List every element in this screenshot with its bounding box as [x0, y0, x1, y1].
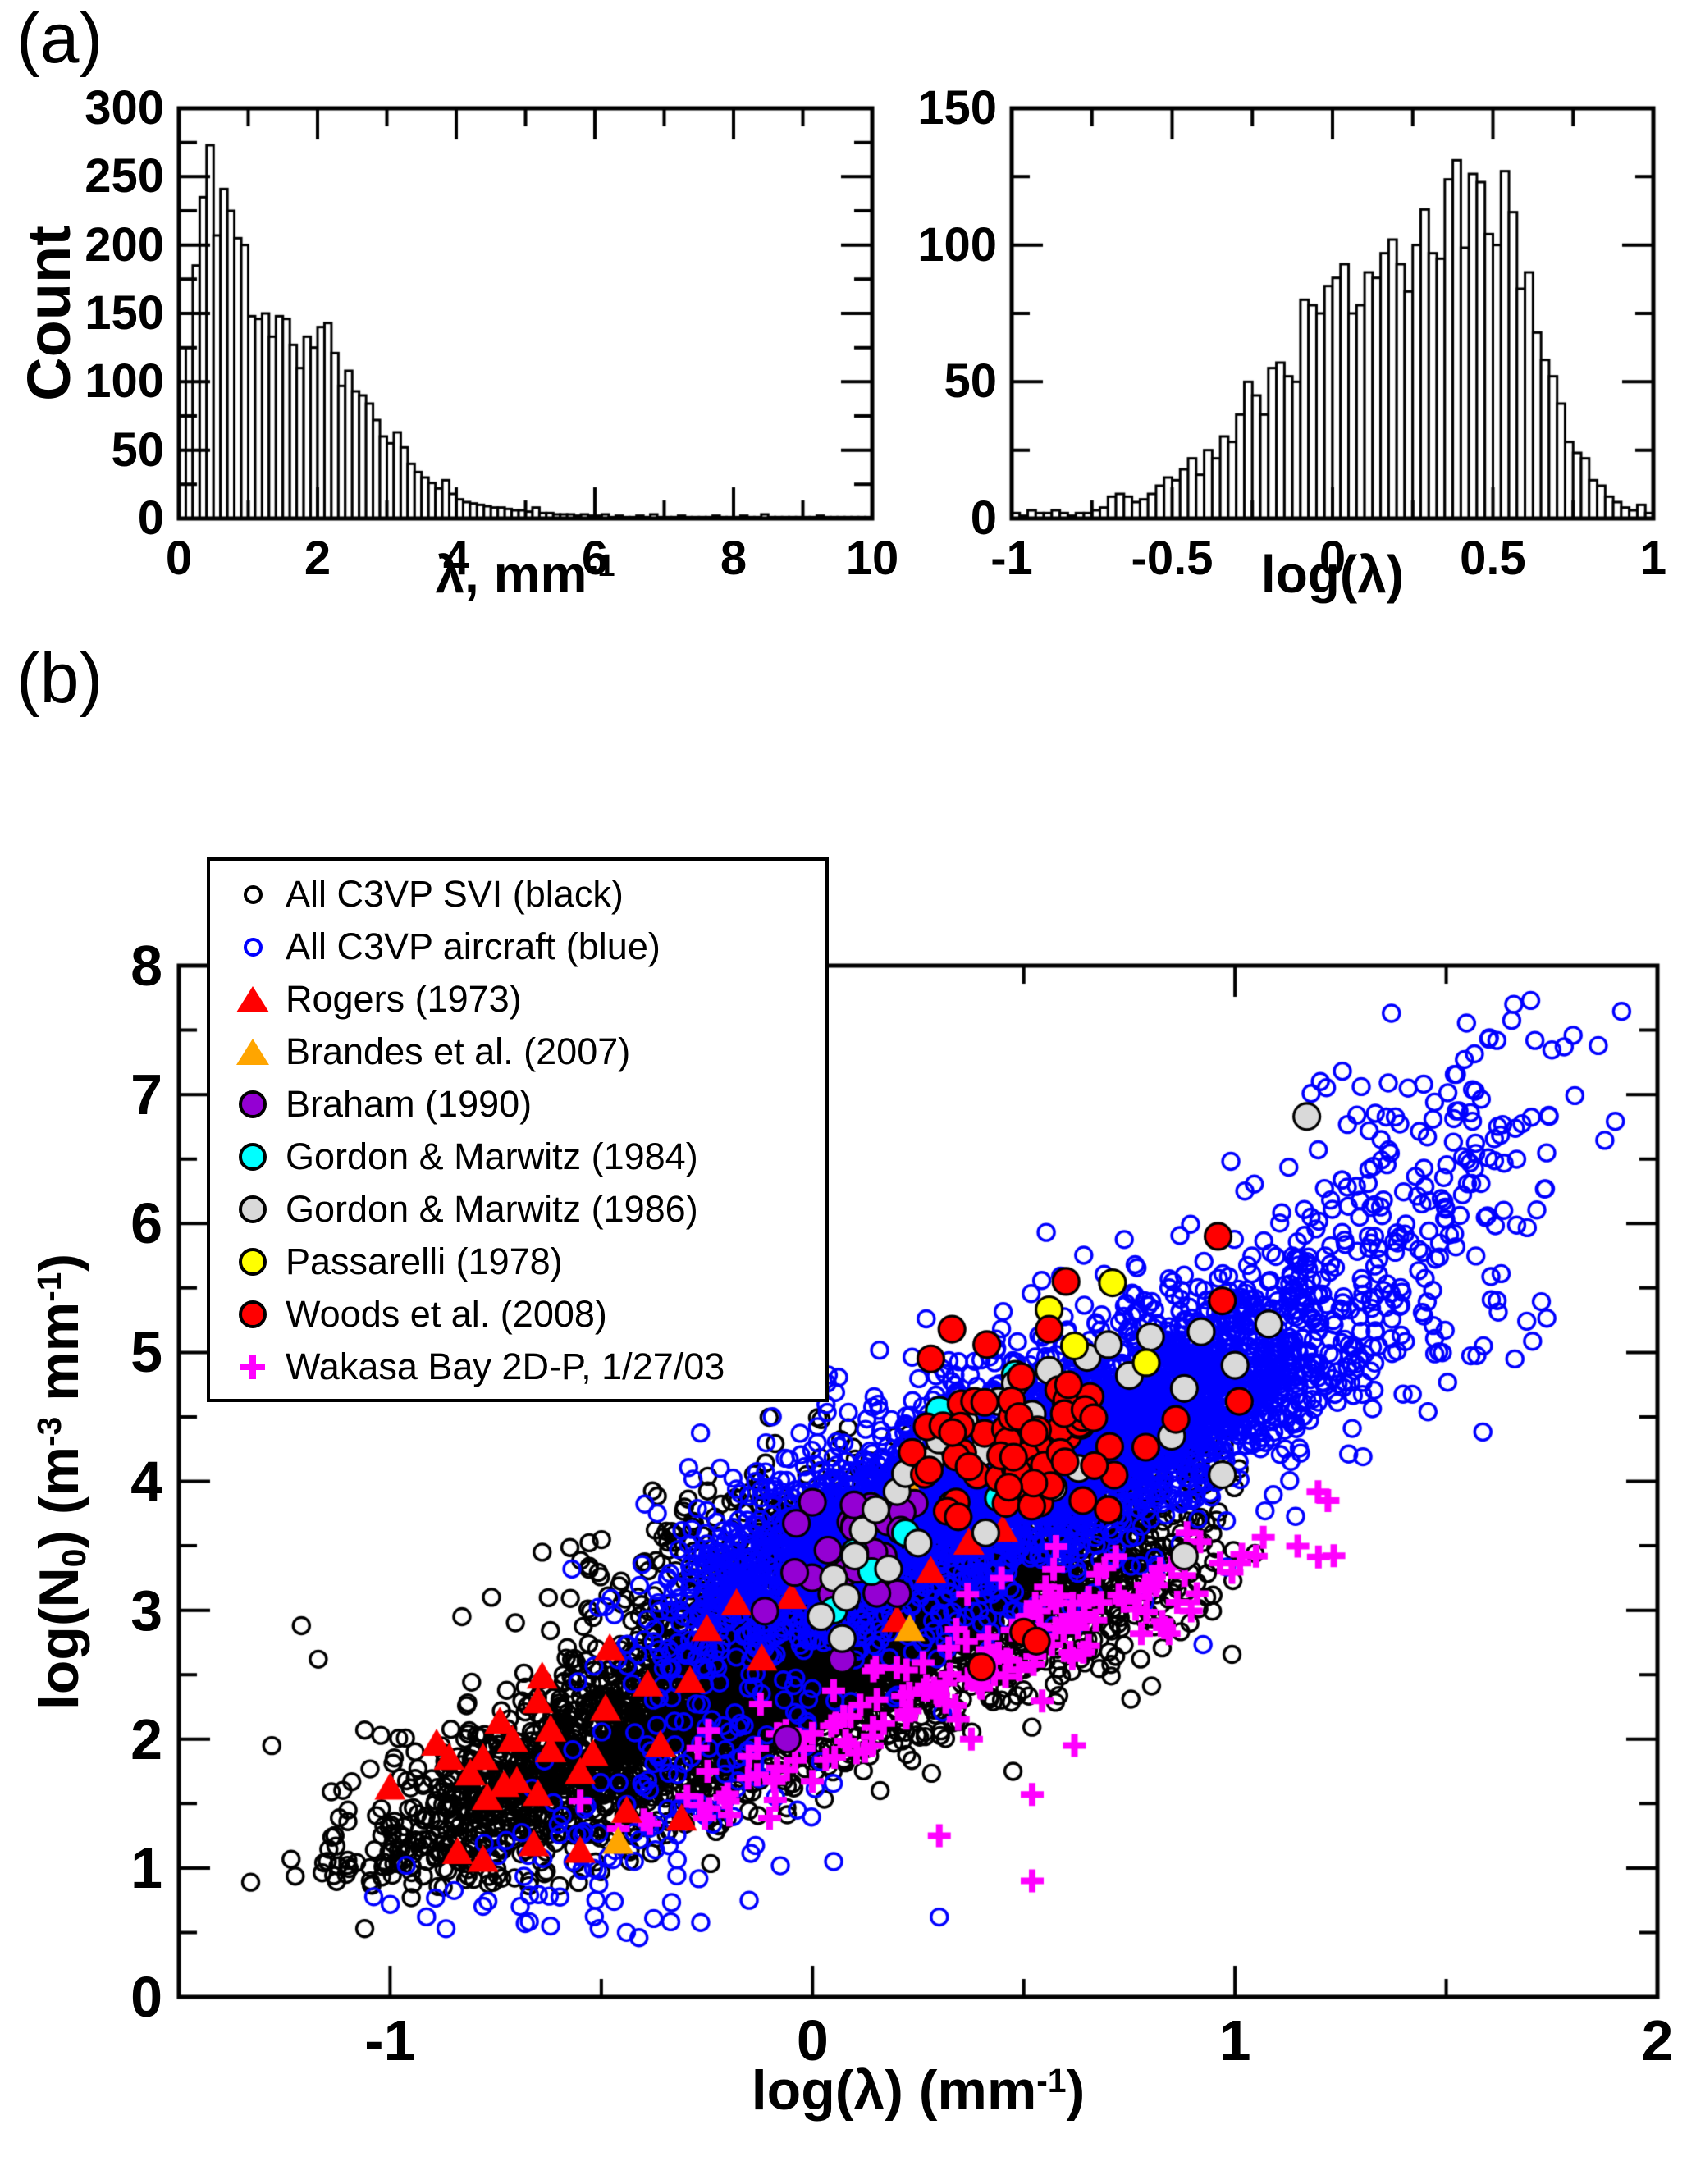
panel-b-label: (b) — [16, 639, 103, 718]
hist-lambda-y-tick-label: 100 — [85, 354, 164, 409]
hist-log-lambda-x-tick-label: 0 — [1319, 532, 1346, 585]
legend-item-woods-et-al-2008: Woods et al. (2008) — [210, 1288, 825, 1341]
hist-lambda-y-tick-label: 50 — [111, 423, 164, 477]
legend-item-label: Wakasa Bay 2D-P, 1/27/03 — [286, 1346, 725, 1387]
count-axis-label: Count — [15, 226, 83, 401]
scatter-y-tick-label: 0 — [130, 1965, 162, 2029]
scatter-y-tick-label: 2 — [130, 1707, 162, 1771]
scatter-x-tick-label: 1 — [1218, 2008, 1251, 2072]
hist-log-lambda-y-tick-label: 150 — [917, 81, 997, 135]
scatter-y-tick-label: 4 — [130, 1449, 162, 1514]
hist-lambda-y-tick-label: 150 — [85, 286, 164, 340]
legend-item-all-c3vp-aircraft-blue: All C3VP aircraft (blue) — [210, 921, 825, 973]
legend-item-label: Braham (1990) — [286, 1083, 533, 1125]
legend-item-gordon-marwitz-1984: Gordon & Marwitz (1984) — [210, 1131, 825, 1183]
scatter-y-axis-label: log(N0) (m-3 mm-1) — [28, 1253, 93, 1711]
filled-circle-icon — [231, 1143, 274, 1171]
scatter-x-tick-label: 2 — [1641, 2008, 1674, 2072]
open-circle-icon — [231, 937, 274, 957]
legend-item-label: Passarelli (1978) — [286, 1240, 563, 1282]
filled-circle-icon — [231, 1090, 274, 1118]
legend-item-label: Rogers (1973) — [286, 978, 522, 1020]
hist-lambda-y-tick-label: 250 — [85, 149, 164, 203]
hist-lambda-x-tick-label: 10 — [845, 532, 899, 585]
legend-item-braham-1990: Braham (1990) — [210, 1078, 825, 1131]
hist-lambda-x-tick-label: 2 — [304, 532, 331, 585]
filled-circle-icon — [231, 1248, 274, 1276]
triangle-icon — [231, 986, 274, 1012]
legend-item-passarelli-1978: Passarelli (1978) — [210, 1236, 825, 1288]
sup-text: -1 — [587, 548, 615, 584]
lambda-axis-label: λ, mm-1 — [435, 545, 615, 604]
scatter-y-tick-label: 5 — [130, 1320, 162, 1385]
filled-circle-icon — [231, 1300, 274, 1328]
scatter-y-tick-label: 8 — [130, 934, 162, 998]
hist-log-lambda-x-tick-label: 0.5 — [1460, 532, 1526, 585]
hist-log-lambda-x-tick-label: 1 — [1639, 532, 1667, 585]
legend-item-brandes-et-al-2007: Brandes et al. (2007) — [210, 1026, 825, 1078]
hist-log-lambda-y-tick-label: 50 — [944, 354, 997, 409]
legend-item-label: Gordon & Marwitz (1986) — [286, 1188, 698, 1230]
sup-text: -3 — [30, 1416, 68, 1446]
plus-icon — [231, 1355, 274, 1379]
hist-lambda-x-tick-label: 4 — [442, 532, 470, 585]
panel-a-label: (a) — [16, 0, 103, 78]
legend-item-all-c3vp-svi-black: All C3VP SVI (black) — [210, 868, 825, 921]
hist-log-lambda-y-tick-label: 100 — [917, 217, 997, 272]
open-circle-icon — [231, 884, 274, 904]
legend-item-gordon-marwitz-1986: Gordon & Marwitz (1986) — [210, 1183, 825, 1236]
hist-log-lambda-y-tick-label: 0 — [970, 491, 997, 545]
scatter-y-tick-label: 6 — [130, 1191, 162, 1256]
hist-lambda-x-tick-label: 6 — [581, 532, 609, 585]
hist-lambda-x-tick-label: 0 — [165, 532, 193, 585]
hist-log-lambda-x-tick-label: -1 — [990, 532, 1033, 585]
legend-item-label: All C3VP aircraft (blue) — [286, 925, 661, 967]
sup-text: -1 — [30, 1272, 68, 1302]
scatter-y-tick-label: 7 — [130, 1062, 162, 1127]
filled-circle-icon — [231, 1195, 274, 1223]
sub-text: 0 — [54, 1548, 93, 1568]
scatter-x-tick-label: -1 — [364, 2008, 416, 2072]
legend: All C3VP SVI (black) All C3VP aircraft (b… — [207, 857, 829, 1402]
legend-item-label: Woods et al. (2008) — [286, 1293, 607, 1335]
triangle-icon — [231, 1039, 274, 1065]
legend-item-label: Gordon & Marwitz (1984) — [286, 1135, 698, 1177]
hist-lambda-y-tick-label: 0 — [137, 491, 164, 545]
sup-text: -1 — [1036, 2061, 1067, 2099]
hist-lambda-x-tick-label: 8 — [720, 532, 747, 585]
log-lambda-axis-label: log(λ) — [1260, 545, 1405, 604]
scatter-x-axis-label: log(λ) (mm-1) — [751, 2059, 1086, 2122]
legend-item-label: All C3VP SVI (black) — [286, 873, 624, 915]
scatter-x-tick-label: 0 — [796, 2008, 829, 2072]
scatter-y-tick-label: 3 — [130, 1578, 162, 1643]
hist-log-lambda-x-tick-label: -0.5 — [1131, 532, 1214, 585]
legend-item-rogers-1973: Rogers (1973) — [210, 973, 825, 1026]
scatter-y-tick-label: 1 — [130, 1835, 162, 1900]
legend-item-label: Brandes et al. (2007) — [286, 1030, 631, 1072]
hist-lambda-y-tick-label: 200 — [85, 217, 164, 272]
legend-item-wakasa-bay-2d-p-1-27-03: Wakasa Bay 2D-P, 1/27/03 — [210, 1341, 825, 1393]
hist-lambda-y-tick-label: 300 — [85, 81, 164, 135]
